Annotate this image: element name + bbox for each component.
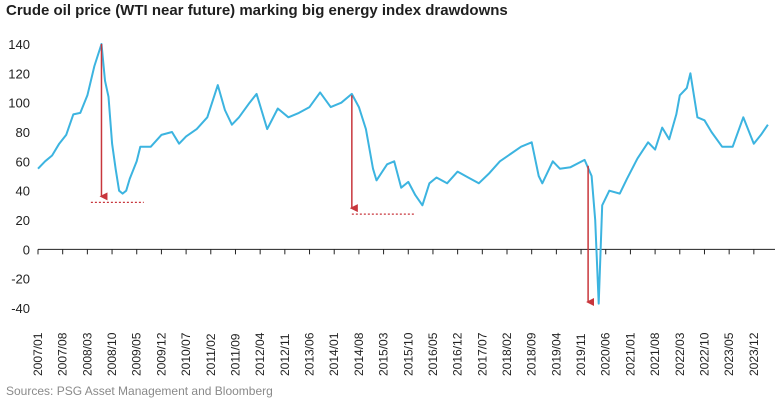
- chart-title: Crude oil price (WTI near future) markin…: [6, 2, 508, 19]
- x-tick-label: 2012/04: [253, 332, 267, 376]
- x-tick-label: 2021/01: [623, 332, 637, 376]
- x-tick-label: 2007/08: [56, 332, 70, 376]
- x-tick-label: 2015/10: [401, 332, 415, 376]
- y-tick-label: 120: [8, 66, 30, 81]
- x-tick-label: 2010/07: [179, 332, 193, 376]
- y-tick-label: 80: [16, 125, 30, 140]
- y-tick-label: 40: [16, 184, 30, 199]
- x-axis: 2007/01 2007/08 2008/03 2008/10 2009/05 2009/…: [31, 249, 761, 376]
- y-tick-label: -20: [11, 272, 30, 287]
- x-tick-label: 2009/05: [130, 332, 144, 376]
- x-tick-label: 2011/09: [228, 333, 242, 376]
- x-tick-label: 2014/08: [352, 332, 366, 376]
- x-tick-label: 2023/12: [747, 332, 761, 376]
- x-tick-label: 2009/12: [154, 332, 168, 376]
- x-tick-label: 2017/07: [475, 332, 489, 376]
- x-tick-label: 2016/05: [426, 332, 440, 376]
- x-tick-label: 2022/03: [673, 332, 687, 376]
- y-tick-label: 100: [8, 96, 30, 111]
- y-tick-label: 20: [16, 213, 30, 228]
- y-axis: 140 120 100 80 60 40 20 0 -20 -40: [8, 37, 30, 316]
- source-note: Sources: PSG Asset Management and Bloomb…: [6, 384, 273, 398]
- y-tick-label: 0: [23, 242, 30, 257]
- x-tick-label: 2007/01: [31, 332, 45, 376]
- x-tick-label: 2008/10: [105, 332, 119, 376]
- x-tick-label: 2016/12: [451, 332, 465, 376]
- x-tick-label: 2013/06: [303, 332, 317, 376]
- x-tick-label: 2020/06: [599, 332, 613, 376]
- x-tick-label: 2008/03: [80, 332, 94, 376]
- y-tick-label: 60: [16, 154, 30, 169]
- x-tick-label: 2011/02: [204, 333, 218, 376]
- x-tick-label: 2019/11: [574, 333, 588, 376]
- annotations-layer: [90, 44, 595, 306]
- series-line-0: [37, 43, 769, 305]
- y-tick-label: 140: [8, 37, 30, 52]
- y-tick-label: -40: [11, 301, 30, 316]
- x-tick-label: 2021/08: [648, 332, 662, 376]
- x-tick-label: 2018/09: [525, 332, 539, 376]
- x-tick-label: 2019/04: [549, 332, 563, 376]
- series-layer: [37, 43, 769, 305]
- x-tick-label: 2022/10: [697, 332, 711, 376]
- x-tick-label: 2015/03: [377, 332, 391, 376]
- x-tick-label: 2023/05: [722, 332, 736, 376]
- x-tick-label: 2012/11: [278, 333, 292, 376]
- x-tick-label: 2014/01: [327, 332, 341, 376]
- x-tick-label: 2018/02: [500, 332, 514, 376]
